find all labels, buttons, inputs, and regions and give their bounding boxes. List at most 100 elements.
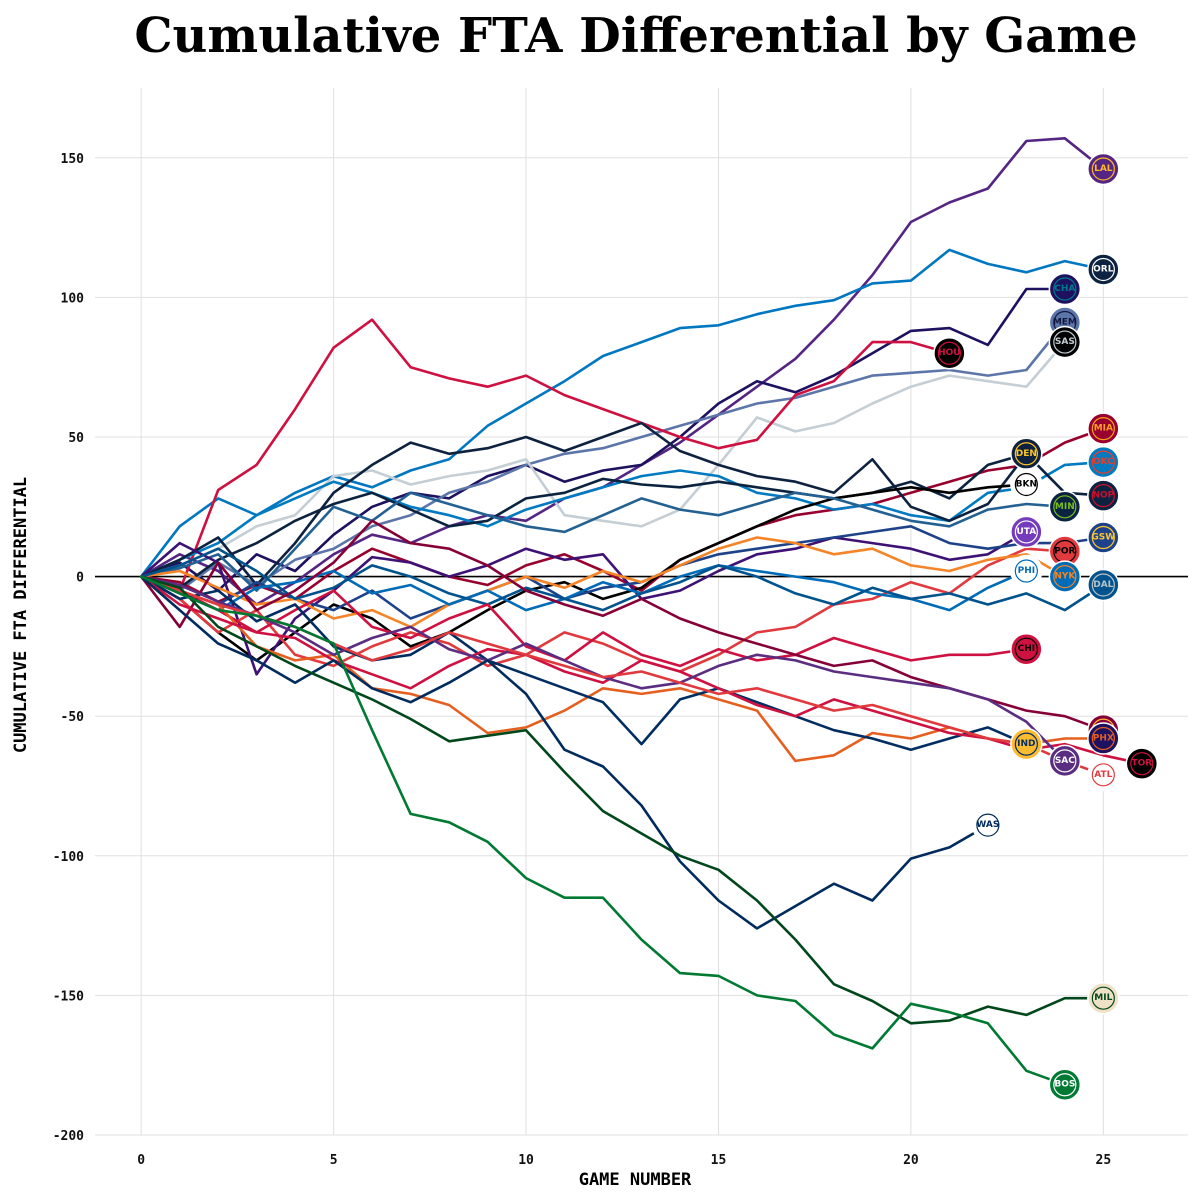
- logo-abbrev: WAS: [976, 820, 999, 830]
- y-tick-label: -50: [61, 710, 85, 725]
- logo-abbrev: BKN: [1016, 479, 1037, 489]
- logo-ring: [1091, 157, 1115, 181]
- team-logo-tor: TOR: [1125, 747, 1159, 780]
- logo-abbrev: NOP: [1092, 491, 1114, 501]
- logo-abbrev: ATL: [1094, 770, 1112, 780]
- series-line-phx: [139, 575, 1105, 763]
- series-line-mem: [139, 321, 1067, 592]
- logo-abbrev: CHI: [1018, 644, 1036, 654]
- logo-ring: [1014, 442, 1038, 466]
- logo-ring: [976, 813, 1000, 837]
- logo-abbrev: UTA: [1016, 527, 1036, 537]
- team-logo-bkn: BKN: [1010, 468, 1043, 501]
- y-tick-label: -200: [53, 1129, 84, 1144]
- team-logo-was: WAS: [971, 808, 1005, 842]
- logo-ring: [1053, 749, 1077, 773]
- logo-abbrev: DAL: [1093, 580, 1113, 590]
- logo-ring: [1091, 986, 1115, 1010]
- team-logo-phi: PHI: [1010, 554, 1043, 588]
- logo-ring: [1014, 472, 1038, 497]
- y-axis-ticks: -200 -150 -100 -50 0 50 100 150: [53, 152, 84, 1144]
- y-tick-label: 50: [68, 431, 84, 446]
- series-line-nop: [139, 452, 1105, 590]
- logo-abbrev: PHX: [1093, 734, 1114, 744]
- series-line-chi: [139, 575, 1028, 668]
- series-lines: [139, 137, 1144, 1086]
- series-line-hou: [139, 318, 951, 592]
- team-logo-phx: PHX: [1087, 722, 1120, 755]
- logo-ring: [1091, 763, 1115, 787]
- logo-ring: [1053, 1073, 1077, 1097]
- logo-abbrev: BOS: [1054, 1080, 1075, 1090]
- logo-abbrev: DEN: [1016, 449, 1037, 459]
- series-line-lal: [139, 137, 1105, 606]
- logo-abbrev: NYK: [1054, 572, 1076, 582]
- team-logo-nop: NOP: [1087, 479, 1120, 512]
- x-axis-title: GAME NUMBER: [579, 1170, 692, 1190]
- logo-ring: [1091, 417, 1115, 441]
- logo-ring: [1014, 520, 1038, 544]
- team-logo-sac: SAC: [1048, 744, 1082, 778]
- series-line-ind: [139, 575, 1028, 752]
- logo-ring: [1014, 637, 1038, 661]
- logo-ring: [1091, 484, 1115, 508]
- team-logos: LAL ORL CHA MEM SAS HOU MIA OKC NOP DEN BKN MIN UTA G…: [933, 152, 1159, 1101]
- logo-ring: [1091, 257, 1115, 282]
- logo-ring: [1053, 495, 1077, 519]
- x-tick-label: 0: [137, 1153, 145, 1168]
- series-line-was: [139, 575, 990, 930]
- y-tick-label: 100: [61, 291, 85, 306]
- logo-abbrev: MIN: [1055, 502, 1075, 512]
- logo-abbrev: POR: [1054, 546, 1075, 556]
- series-line-min: [139, 491, 1067, 592]
- series-line-phi: [139, 564, 1028, 612]
- team-logo-orl: ORL: [1087, 253, 1120, 286]
- logo-abbrev: TOR: [1131, 759, 1152, 769]
- logo-abbrev: IND: [1017, 739, 1035, 749]
- x-tick-label: 5: [330, 1153, 338, 1168]
- logo-ring: [937, 341, 961, 365]
- x-tick-label: 25: [1096, 1153, 1112, 1168]
- logo-abbrev: GSW: [1091, 533, 1115, 543]
- logo-abbrev: OKC: [1093, 457, 1114, 467]
- logo-ring: [1091, 525, 1115, 550]
- y-axis-title: CUMULATIVE FTA DIFFERENTIAL: [11, 477, 31, 753]
- team-logo-dal: DAL: [1087, 568, 1120, 602]
- team-logo-lal: LAL: [1087, 152, 1120, 186]
- logo-ring: [1091, 450, 1115, 474]
- y-tick-label: -150: [53, 989, 84, 1004]
- series-line-den: [139, 421, 1028, 587]
- series-line-cha: [139, 287, 1067, 592]
- x-tick-label: 15: [711, 1153, 727, 1168]
- x-tick-label: 20: [903, 1153, 919, 1168]
- logo-ring: [1130, 752, 1154, 776]
- team-logo-den: DEN: [1010, 437, 1043, 471]
- y-tick-label: 150: [61, 152, 85, 167]
- team-logo-okc: OKC: [1087, 445, 1120, 479]
- logo-abbrev: SAS: [1055, 337, 1075, 347]
- team-logo-sas: SAS: [1048, 325, 1082, 359]
- series-line-uta: [139, 530, 1028, 676]
- series-line-orl: [139, 248, 1105, 578]
- team-logo-uta: UTA: [1010, 515, 1043, 549]
- team-logo-nyk: NYK: [1048, 560, 1082, 593]
- logo-abbrev: LAL: [1094, 164, 1113, 174]
- logo-abbrev: HOU: [938, 348, 961, 358]
- logo-ring: [1091, 726, 1115, 751]
- logo-abbrev: MEM: [1053, 318, 1077, 328]
- logo-ring: [1053, 564, 1077, 589]
- logo-abbrev: MIA: [1094, 424, 1113, 434]
- y-tick-label: -100: [53, 850, 84, 865]
- series-line-sas: [139, 340, 1067, 578]
- team-logo-min: MIN: [1048, 490, 1082, 524]
- series-line-tor: [139, 575, 1144, 766]
- logo-ring: [1053, 277, 1077, 301]
- y-tick-label: 0: [76, 571, 84, 586]
- series-line-bos: [139, 575, 1067, 1086]
- x-tick-label: 10: [518, 1153, 534, 1168]
- logo-abbrev: SAC: [1055, 756, 1075, 766]
- logo-ring: [1014, 732, 1038, 756]
- series-line-por: [139, 547, 1067, 673]
- logo-abbrev: CHA: [1054, 284, 1075, 294]
